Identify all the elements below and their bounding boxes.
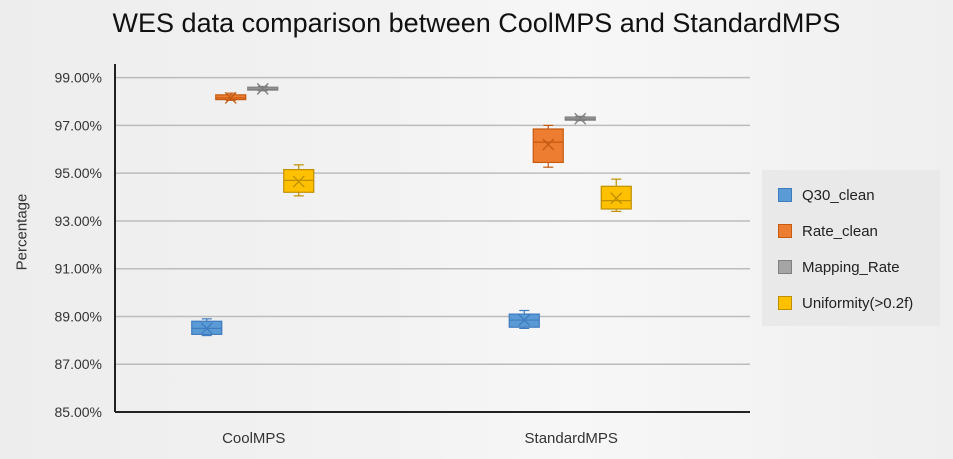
legend: Q30_clean Rate_clean Mapping_Rate Uniformit… <box>762 170 940 326</box>
legend-label: Rate_clean <box>802 222 878 240</box>
y-tick-label: 93.00% <box>55 213 102 229</box>
mean-marker <box>256 82 269 95</box>
y-tick-label: 87.00% <box>55 356 102 372</box>
y-tick-label: 95.00% <box>55 165 102 181</box>
legend-label: Mapping_Rate <box>802 258 900 276</box>
mean-marker <box>292 175 305 188</box>
y-tick-label: 85.00% <box>55 404 102 420</box>
mean-marker <box>518 314 531 327</box>
legend-item: Uniformity(>0.2f) <box>778 293 913 313</box>
y-tick-label: 97.00% <box>55 117 102 133</box>
legend-item: Rate_clean <box>778 221 878 241</box>
x-tick-label: StandardMPS <box>525 430 618 447</box>
y-tick-label: 89.00% <box>55 308 102 324</box>
mean-marker <box>542 138 555 151</box>
y-tick-label: 91.00% <box>55 261 102 277</box>
box <box>532 128 564 164</box>
legend-item: Q30_clean <box>778 185 875 205</box>
legend-swatch <box>778 188 792 202</box>
legend-swatch <box>778 296 792 310</box>
legend-label: Uniformity(>0.2f) <box>802 294 914 312</box>
legend-swatch <box>778 224 792 238</box>
legend-swatch <box>778 260 792 274</box>
legend-label: Q30_clean <box>802 186 875 204</box>
x-tick-label: CoolMPS <box>222 430 285 447</box>
mean-marker <box>574 112 587 125</box>
mean-marker <box>200 322 213 335</box>
mean-marker <box>610 192 623 205</box>
chart-title: WES data comparison between CoolMPS and … <box>112 8 841 38</box>
y-tick-label: 99.00% <box>55 70 102 86</box>
mean-marker <box>224 91 237 104</box>
legend-item: Mapping_Rate <box>778 257 900 277</box>
